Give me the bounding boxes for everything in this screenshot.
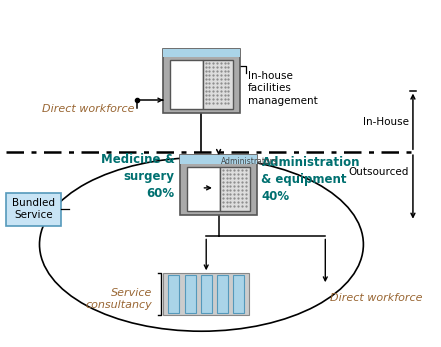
Bar <box>180 155 257 164</box>
Bar <box>187 167 220 211</box>
Text: Service
consultancy: Service consultancy <box>85 288 152 310</box>
Text: In-house
facilities
management: In-house facilities management <box>248 71 318 105</box>
Bar <box>201 275 212 313</box>
Text: Direct workforce: Direct workforce <box>330 293 422 303</box>
Bar <box>220 167 250 211</box>
Bar <box>163 49 239 58</box>
Bar <box>203 60 233 109</box>
Text: Administration
& equipment
40%: Administration & equipment 40% <box>262 156 360 203</box>
Bar <box>163 49 239 113</box>
Text: Bundled
Service: Bundled Service <box>12 198 55 220</box>
Bar <box>163 273 249 315</box>
Bar <box>233 275 244 313</box>
Text: Medicine &
surgery
60%: Medicine & surgery 60% <box>101 153 175 201</box>
Bar <box>170 60 203 109</box>
Text: In-House: In-House <box>363 117 409 127</box>
Bar <box>184 275 196 313</box>
Text: Direct workforce: Direct workforce <box>42 103 135 113</box>
Text: Outsourced: Outsourced <box>349 167 409 177</box>
Bar <box>6 193 61 226</box>
Bar <box>168 275 179 313</box>
Bar <box>217 275 228 313</box>
Text: Administrators: Administrators <box>220 157 277 166</box>
Bar <box>180 155 257 215</box>
